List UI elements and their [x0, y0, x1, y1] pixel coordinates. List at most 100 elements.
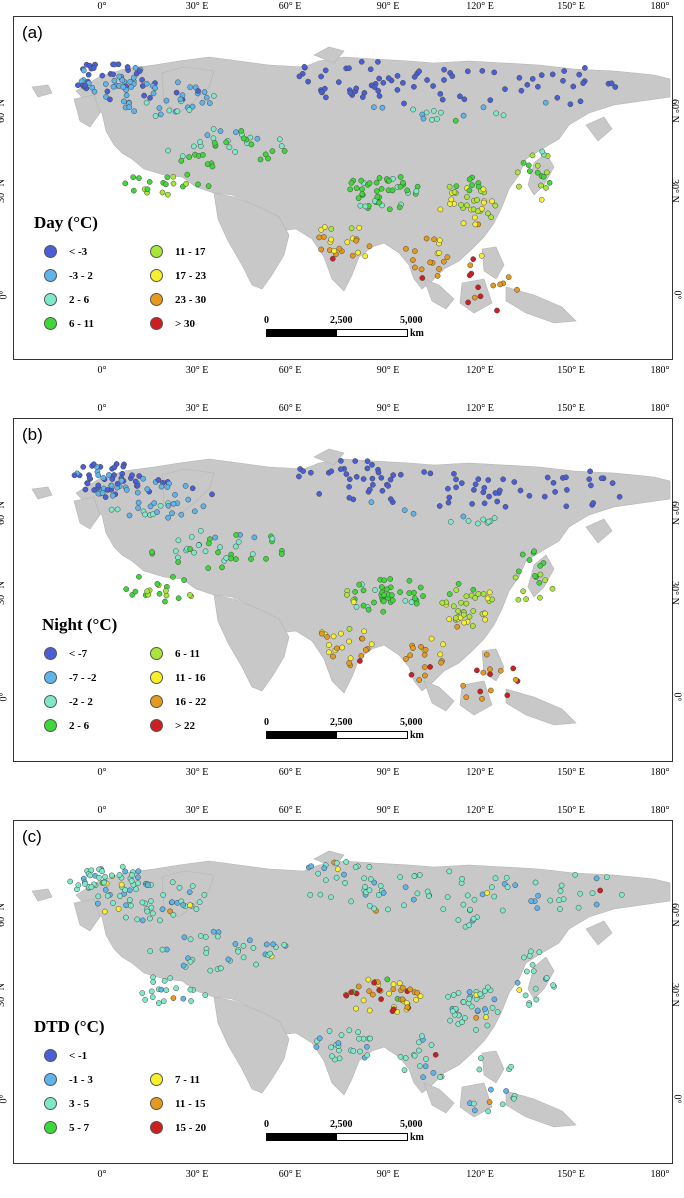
station-point: [437, 1074, 443, 1080]
station-point: [328, 236, 334, 243]
station-point: [136, 175, 142, 181]
station-point: [95, 893, 102, 900]
station-point: [414, 989, 421, 996]
station-point: [366, 887, 373, 894]
station-point: [330, 633, 337, 640]
station-point: [434, 116, 440, 122]
station-point: [475, 476, 482, 482]
station-point: [300, 468, 306, 474]
station-point: [357, 202, 364, 209]
station-point: [226, 144, 233, 151]
station-point: [251, 534, 258, 541]
station-point: [445, 993, 451, 1000]
legend-label: 5 - 7: [69, 1121, 90, 1134]
station-point: [367, 66, 374, 73]
station-point: [485, 1108, 492, 1115]
station-point: [416, 1039, 422, 1046]
station-point: [428, 1042, 435, 1048]
station-point: [323, 94, 329, 101]
lon-label-0-bottom: 0°: [97, 1169, 107, 1180]
lat-label-30n-right: 30° N: [668, 179, 680, 203]
station-point: [401, 1067, 408, 1074]
station-point: [346, 476, 353, 483]
station-point: [104, 88, 111, 95]
station-point: [494, 498, 501, 505]
station-point: [85, 71, 92, 78]
station-point: [335, 1040, 342, 1046]
scale-unit: km: [410, 328, 424, 339]
station-point: [206, 100, 213, 106]
station-point: [378, 584, 385, 590]
station-point: [281, 148, 288, 154]
station-point: [111, 77, 118, 84]
station-point: [204, 132, 211, 138]
station-point: [394, 87, 401, 93]
station-point: [223, 555, 230, 561]
station-point: [576, 71, 583, 78]
station-point: [126, 512, 133, 519]
legend-label: 2 - 6: [69, 293, 90, 306]
legend-label: < -3: [69, 245, 88, 258]
station-point: [520, 588, 526, 595]
station-point: [523, 968, 530, 975]
lon-label-0-bottom: 0°: [97, 365, 107, 376]
station-point: [358, 653, 365, 659]
station-point: [355, 249, 361, 256]
station-point: [485, 477, 492, 483]
station-point: [378, 185, 385, 192]
station-point: [427, 470, 434, 477]
station-point: [346, 660, 353, 666]
station-point: [404, 1004, 411, 1011]
station-point: [598, 475, 605, 482]
station-point: [362, 203, 369, 210]
station-point: [215, 549, 221, 556]
station-point: [232, 543, 239, 550]
lon-label-180-bottom: 180°: [650, 1169, 670, 1180]
station-point: [346, 494, 353, 501]
station-point: [470, 608, 477, 614]
station-point: [110, 61, 116, 68]
scale-bar-white: [336, 731, 408, 739]
legend-item: 17 - 23: [150, 269, 206, 282]
station-point: [269, 148, 276, 154]
station-point: [324, 633, 330, 640]
lat-label-0-left: 0°: [0, 692, 10, 702]
station-point: [484, 595, 491, 602]
station-point: [110, 900, 116, 906]
station-point: [444, 254, 451, 260]
station-point: [342, 880, 348, 886]
station-point: [130, 174, 137, 181]
station-point: [140, 475, 147, 482]
lon-label-120e: 120° E: [466, 403, 494, 414]
station-point: [431, 236, 437, 243]
station-point: [199, 99, 206, 106]
station-point: [446, 591, 453, 597]
station-point: [376, 75, 382, 82]
station-point: [445, 499, 452, 506]
station-point: [474, 197, 480, 203]
station-point: [348, 180, 355, 186]
station-point: [359, 94, 366, 100]
station-point: [423, 1056, 429, 1062]
station-point: [403, 245, 409, 252]
station-point: [480, 186, 487, 193]
land-shape: [161, 66, 215, 114]
station-point: [186, 154, 193, 160]
station-point: [593, 901, 600, 908]
lat-label-60n-right: 60° N: [668, 903, 680, 927]
station-point: [166, 107, 173, 114]
station-point: [490, 282, 497, 289]
station-point: [163, 987, 170, 994]
station-point: [446, 616, 453, 623]
station-point: [175, 537, 182, 544]
station-point: [144, 908, 151, 915]
station-point: [326, 649, 332, 656]
station-point: [175, 559, 182, 565]
land-shape: [505, 1090, 577, 1128]
station-point: [214, 933, 221, 940]
station-point: [412, 248, 418, 254]
station-point: [82, 486, 89, 493]
station-point: [434, 273, 441, 279]
station-point: [322, 67, 329, 74]
lon-label-60e: 60° E: [278, 805, 302, 816]
